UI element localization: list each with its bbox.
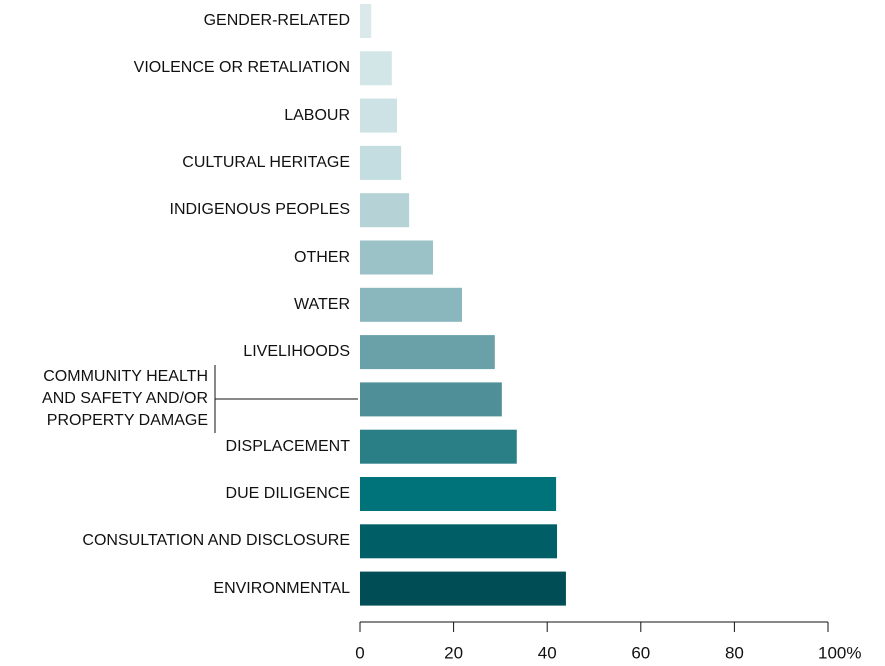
bar: [360, 382, 502, 417]
bar: [360, 524, 558, 559]
bar: [360, 98, 397, 133]
x-tick-label: 0: [355, 643, 364, 662]
bar: [360, 287, 463, 322]
bar: [360, 51, 392, 86]
x-tick-label: 60: [631, 643, 650, 662]
bar: [360, 335, 495, 370]
category-label: INDIGENOUS PEOPLES: [169, 201, 351, 219]
x-tick-label: 80: [725, 643, 744, 662]
category-label: CULTURAL HERITAGE: [182, 153, 350, 171]
category-label: WATER: [294, 295, 350, 313]
category-label: LABOUR: [284, 106, 350, 124]
x-tick-label: 40: [538, 643, 557, 662]
bar: [360, 429, 517, 464]
category-label: ENVIRONMENTAL: [213, 579, 350, 597]
bar: [360, 240, 434, 275]
category-label: GENDER-RELATED: [203, 12, 350, 29]
bar: [360, 477, 557, 511]
category-label: VIOLENCE OR RETALIATION: [133, 59, 350, 77]
x-tick-label: 100%: [818, 643, 861, 662]
category-label: DISPLACEMENT: [225, 437, 350, 455]
category-label: CONSULTATION AND DISCLOSURE: [82, 532, 350, 550]
bar: [360, 4, 372, 38]
category-label: OTHER: [294, 248, 350, 266]
category-label: COMMUNITY HEALTH AND SAFETY AND/OR PROPE…: [42, 368, 208, 430]
category-label: LIVELIHOODS: [243, 343, 350, 361]
bar: [360, 571, 566, 606]
x-tick-label: 20: [444, 643, 463, 662]
bar: [360, 145, 402, 180]
bar: [360, 193, 410, 228]
category-label: DUE DILIGENCE: [225, 485, 350, 502]
